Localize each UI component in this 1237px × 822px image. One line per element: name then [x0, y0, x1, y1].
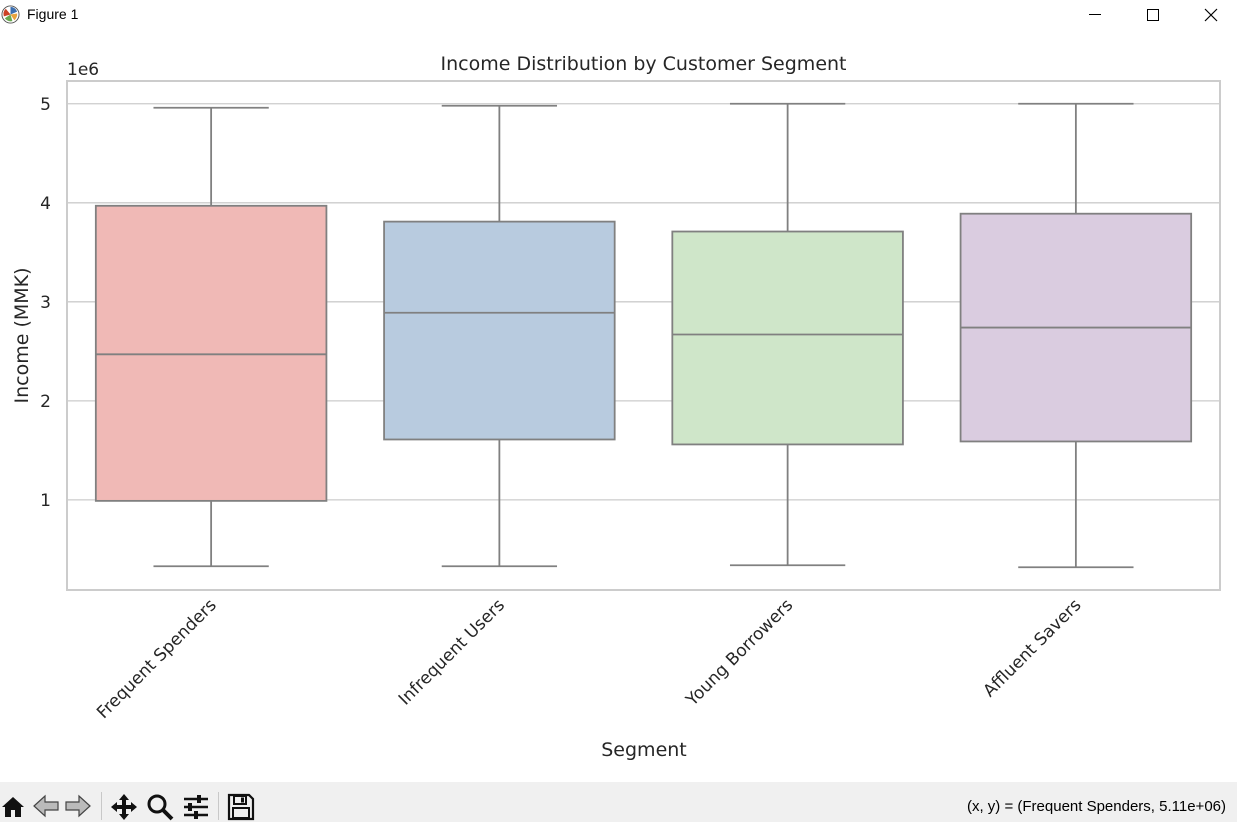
axes-frame [66, 80, 1221, 591]
close-button[interactable] [1182, 0, 1237, 30]
y-axis-label: Income (MMK) [11, 267, 33, 403]
box-frequent-spenders [94, 204, 328, 502]
save-icon [227, 793, 255, 821]
home-icon [2, 797, 24, 817]
matplotlib-logo-icon [1, 5, 20, 24]
box-infrequent-users [383, 220, 616, 441]
pan-button[interactable] [110, 793, 138, 821]
x-axis-label: Segment [601, 739, 687, 761]
y-tick-label: 4 [40, 194, 51, 214]
maximize-button[interactable] [1124, 0, 1182, 30]
y-tick-label: 5 [40, 95, 51, 115]
y-tick-label: 1 [40, 491, 51, 511]
toolbar-separator [218, 792, 219, 820]
forward-arrow-icon [65, 794, 91, 818]
box-young-borrowers [671, 230, 904, 446]
toolbar-separator [101, 792, 102, 820]
chart-title: Income Distribution by Customer Segment [440, 53, 846, 75]
y-offset-label: 1e6 [67, 60, 99, 80]
y-tick-label: 2 [40, 392, 51, 412]
pan-icon [111, 794, 137, 820]
back-button[interactable] [32, 793, 60, 821]
window-title: Figure 1 [27, 6, 79, 22]
x-tick-label: Frequent Spenders [93, 595, 221, 723]
x-tick-label: Affluent Savers [980, 595, 1086, 701]
close-icon [1204, 8, 1218, 22]
back-arrow-icon [33, 794, 59, 818]
figure-canvas[interactable]: 1 2 3 4 5 1e6 Frequent Spenders Infrequent User… [0, 30, 1237, 782]
window-titlebar: Figure 1 [0, 0, 1237, 30]
configure-subplots-icon [184, 795, 208, 819]
x-tick-label: Young Borrowers [682, 595, 798, 711]
configure-subplots-button[interactable] [182, 793, 210, 821]
coordinates-readout: (x, y) = (Frequent Spenders, 5.11e+06) [966, 798, 1226, 815]
y-tick-label: 3 [40, 293, 51, 313]
forward-button[interactable] [64, 793, 92, 821]
maximize-icon [1147, 9, 1159, 21]
save-button[interactable] [227, 793, 255, 821]
zoom-icon [147, 794, 174, 821]
zoom-button[interactable] [146, 793, 174, 821]
x-tick-label: Infrequent Users [395, 595, 509, 709]
minimize-icon [1089, 14, 1101, 15]
home-button[interactable] [0, 793, 28, 821]
minimize-button[interactable] [1066, 0, 1124, 30]
